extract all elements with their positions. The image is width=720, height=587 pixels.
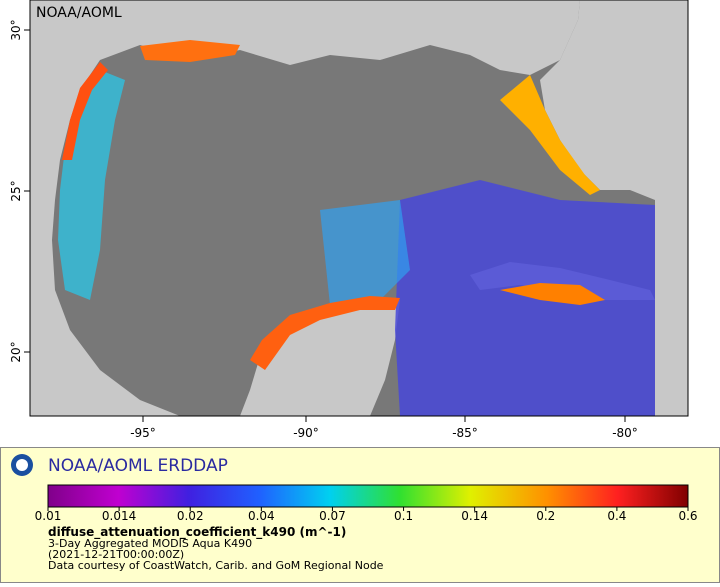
colorbar-tick-label: 0.014 bbox=[102, 509, 136, 523]
variable-label: diffuse_attenuation_coefficient_k490 (m^… bbox=[48, 525, 346, 540]
data-coverage bbox=[62, 62, 108, 160]
colorbar-tick-label: 0.14 bbox=[461, 509, 488, 523]
time-label: (2021-12-21T00:00:00Z) bbox=[48, 548, 184, 561]
data-coverage bbox=[500, 75, 600, 195]
data-coverage bbox=[140, 40, 240, 62]
map: NOAA/AOML -95° -90° -85° -80° 30° 25° 20… bbox=[9, 0, 689, 440]
dataset-label: 3-Day Aggregated MODIS Aqua K490 bbox=[48, 537, 252, 550]
x-axis-label: -80° bbox=[612, 426, 638, 440]
colorbar-tick-label: 0.4 bbox=[607, 509, 626, 523]
legend-title: NOAA/AOML ERDDAP bbox=[48, 456, 228, 476]
land bbox=[30, 0, 580, 416]
legend: NOAA/AOML ERDDAP diffuse_attenuation_coe… bbox=[0, 447, 720, 583]
y-axis-label: 20° bbox=[9, 341, 23, 362]
credit-label: Data courtesy of CoastWatch, Carib. and … bbox=[48, 559, 384, 572]
y-axis-label: 30° bbox=[9, 19, 23, 40]
source-label: NOAA/AOML bbox=[36, 5, 122, 21]
land bbox=[240, 298, 400, 416]
data-coverage bbox=[320, 200, 410, 305]
colorbar-tick-label: 0.2 bbox=[536, 509, 555, 523]
data-coverage bbox=[500, 283, 605, 305]
data-coverage bbox=[395, 180, 655, 416]
colorbar-tick-label: 0.01 bbox=[35, 509, 62, 523]
x-axis-label: -95° bbox=[130, 426, 156, 440]
land bbox=[540, 0, 688, 416]
colorbar-tick-label: 0.1 bbox=[394, 509, 413, 523]
colorbar-tick-label: 0.6 bbox=[678, 509, 697, 523]
legend-box bbox=[0, 447, 720, 583]
data-coverage bbox=[250, 296, 400, 370]
x-axis-label: -90° bbox=[293, 426, 319, 440]
colorbar-tick-label: 0.02 bbox=[177, 509, 204, 523]
x-axis-label: -85° bbox=[452, 426, 478, 440]
noaa-logo bbox=[16, 459, 28, 471]
map-frame bbox=[29, 0, 689, 417]
colorbar-tick-label: 0.04 bbox=[248, 509, 275, 523]
y-axis-label: 25° bbox=[9, 180, 23, 201]
colorbar bbox=[47, 484, 689, 508]
colorbar-tick-label: 0.07 bbox=[319, 509, 346, 523]
